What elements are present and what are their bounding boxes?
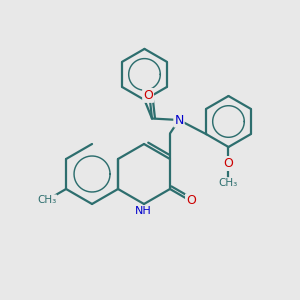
Text: NH: NH xyxy=(135,206,152,217)
Text: O: O xyxy=(186,194,196,207)
Text: CH₃: CH₃ xyxy=(219,178,238,188)
Text: O: O xyxy=(224,157,233,170)
Text: CH₃: CH₃ xyxy=(37,195,56,205)
Text: O: O xyxy=(143,89,153,102)
Text: N: N xyxy=(174,113,184,127)
